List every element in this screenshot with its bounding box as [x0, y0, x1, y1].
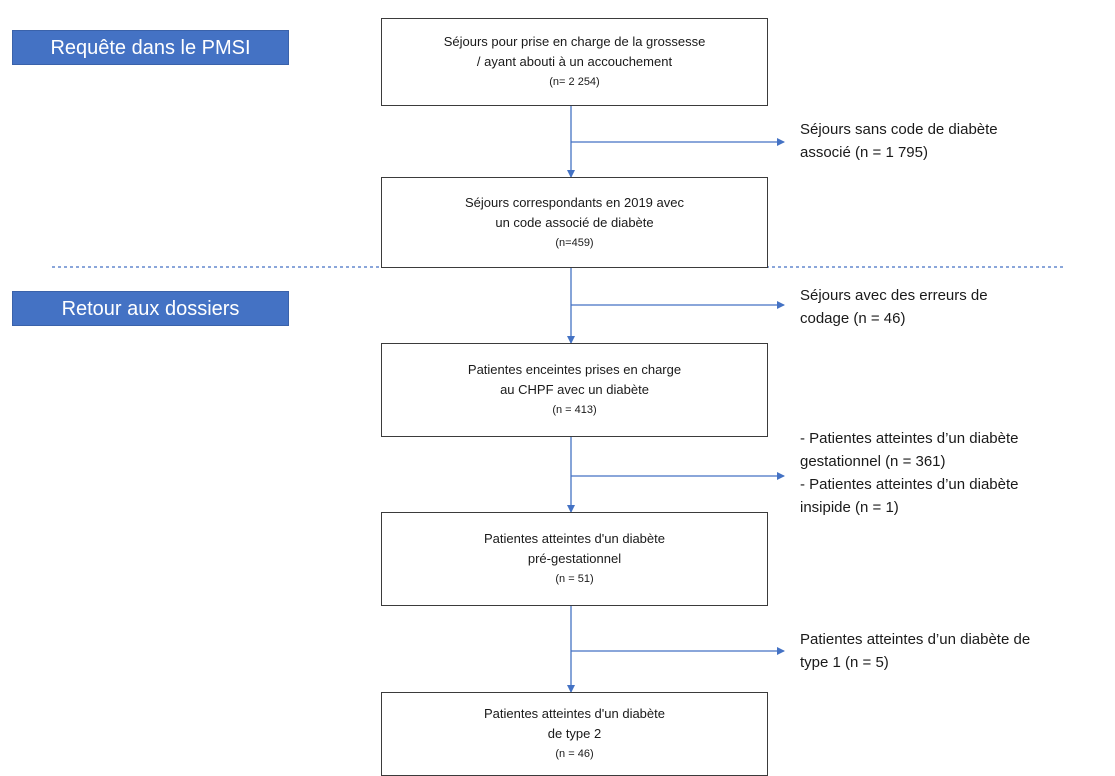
box-line: Patientes enceintes prises en charge — [467, 362, 682, 377]
exclusion-type1-diabetes: Patientes atteintes d’un diabète de type… — [800, 628, 1030, 674]
exclusion-line: associé (n = 1 795) — [800, 144, 928, 161]
exclusion-no-diabetes-code: Séjours sans code de diabète associé (n … — [800, 118, 998, 164]
exclusion-line: - Patientes atteintes d’un diabète — [800, 430, 1019, 447]
flow-box-all-stays: Séjours pour prise en charge de la gross… — [381, 18, 768, 106]
box-count: (n = 413) — [552, 404, 597, 416]
box-line: Patientes atteintes d'un diabète — [483, 706, 665, 721]
box-line: / ayant abouti à un accouchement — [476, 54, 673, 69]
exclusion-coding-errors: Séjours avec des erreurs de codage (n = … — [800, 284, 988, 330]
flow-box-pregestational-diabetes: Patientes atteintes d'un diabète pré-ges… — [381, 512, 768, 606]
exclusion-line: codage (n = 46) — [800, 310, 906, 327]
box-line: Séjours pour prise en charge de la gross… — [443, 34, 706, 49]
box-line: de type 2 — [547, 726, 602, 741]
exclusion-gestational-insipidus: - Patientes atteintes d’un diabète gesta… — [800, 427, 1018, 519]
exclusion-line: Séjours avec des erreurs de — [800, 287, 988, 304]
exclusion-line: type 1 (n = 5) — [800, 654, 889, 671]
exclusion-line: gestationnel (n = 361) — [800, 453, 946, 470]
flow-box-type2-diabetes: Patientes atteintes d'un diabète de type… — [381, 692, 768, 776]
box-count: (n= 2 254) — [549, 76, 600, 88]
box-line: au CHPF avec un diabète — [500, 382, 649, 397]
exclusion-line: insipide (n = 1) — [800, 499, 899, 516]
box-line: Patientes atteintes d'un diabète — [483, 531, 665, 546]
phase-label-pmsi-query: Requête dans le PMSI — [12, 30, 289, 65]
box-line: pré-gestationnel — [527, 551, 622, 566]
exclusion-line: Séjours sans code de diabète — [800, 121, 998, 138]
box-line: Séjours correspondants en 2019 avec — [465, 194, 684, 210]
exclusion-line: - Patientes atteintes d’un diabète — [800, 476, 1019, 493]
box-line: un code associé de diabète — [495, 214, 654, 230]
flow-box-pregnant-patients: Patientes enceintes prises en charge au … — [381, 343, 768, 437]
box-count: (n=459) — [555, 236, 594, 249]
exclusion-line: Patientes atteintes d’un diabète de — [800, 631, 1031, 648]
box-count: (n = 51) — [555, 573, 594, 585]
phase-label-record-review: Retour aux dossiers — [12, 291, 289, 326]
box-count: (n = 46) — [555, 748, 594, 760]
flow-box-diabetes-coded-stays: Séjours correspondants en 2019 avec un c… — [381, 177, 768, 268]
